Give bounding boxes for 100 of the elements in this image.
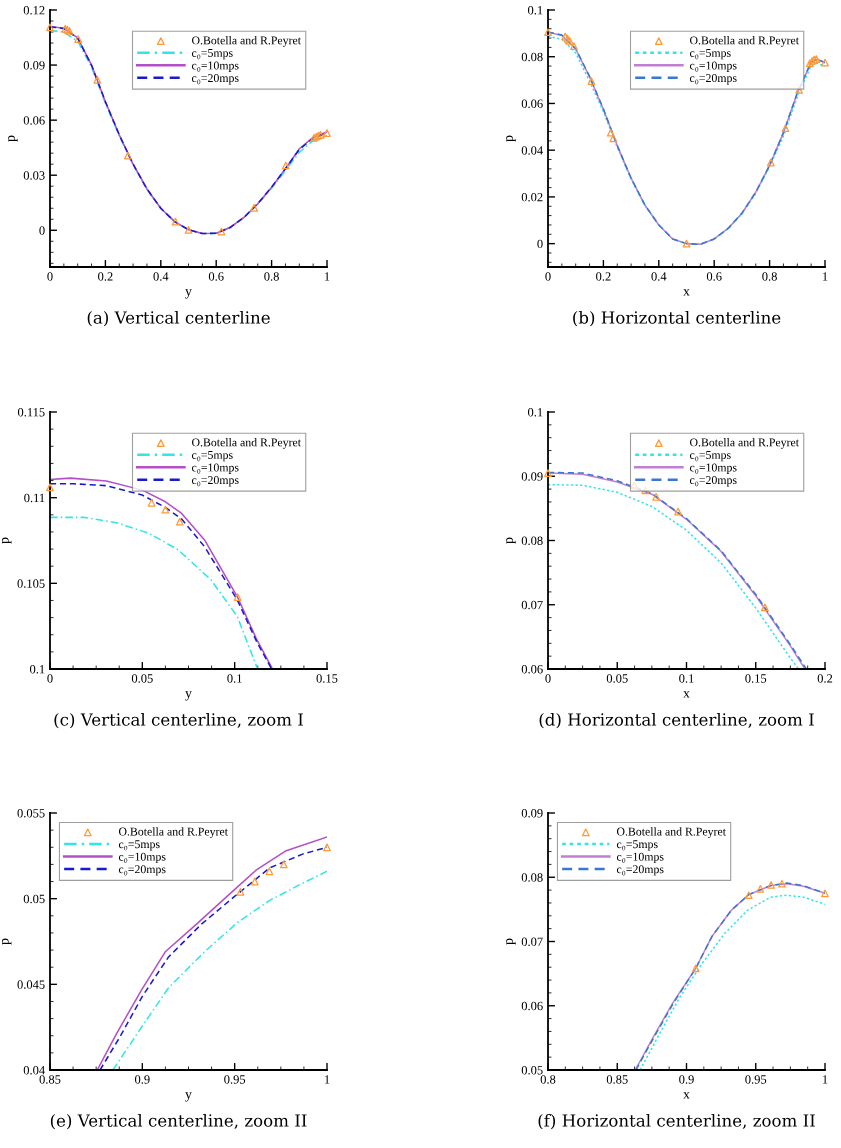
legend-label: O.Botella and R.Peyret (616, 827, 726, 838)
x-tick-label: 1 (324, 272, 330, 281)
x-tick-label: 0.05 (131, 674, 153, 683)
legend-label: O.Botella and R.Peyret (192, 438, 301, 449)
y-axis-title: p (8, 135, 18, 142)
y-tick-label: 0.06 (23, 116, 45, 125)
y-tick-label: 0.1 (527, 408, 543, 417)
legend-label: c₀=10mps (689, 61, 737, 72)
y-tick-label: 0.09 (521, 809, 543, 818)
legend-label: c₀=10mps (689, 463, 737, 474)
x-tick-label: 0.4 (651, 272, 667, 281)
x-tick-label: 0.05 (606, 674, 628, 683)
legend-label: c₀=20mps (616, 865, 664, 876)
y-tick-label: 0.06 (521, 99, 543, 108)
y-tick-label: 0.04 (521, 146, 543, 155)
y-tick-label: 0.03 (23, 171, 45, 180)
y-axis-title: p (506, 135, 516, 142)
legend-label: c₀=20mps (191, 74, 239, 85)
legend-label: c₀=5mps (191, 49, 233, 60)
x-axis-title: y (185, 289, 192, 299)
x-tick-label: 0.9 (679, 1075, 694, 1084)
x-axis-title: y (185, 1092, 192, 1102)
legend-label: c₀=10mps (191, 61, 239, 72)
legend-label: O.Botella and R.Peyret (192, 36, 301, 47)
x-tick-label: 0 (545, 272, 551, 281)
text: (e) Vertical centerline, zoom II (50, 1113, 307, 1130)
x-tick-label: 0 (47, 674, 53, 683)
text: (d) Horizontal centerline, zoom I (539, 712, 814, 729)
x-tick-label: 0.8 (540, 1075, 556, 1084)
legend-label: c₀=5mps (689, 49, 731, 60)
y-tick-label: 0.09 (23, 61, 45, 70)
x-tick-label: 0.95 (745, 1075, 767, 1084)
x-tick-label: 0.2 (596, 272, 611, 281)
legend-label: c₀=20mps (118, 865, 166, 876)
legend-label: c₀=20mps (689, 74, 737, 85)
y-tick-label: 0.06 (521, 665, 543, 674)
text: (f) Horizontal centerline, zoom II (538, 1113, 815, 1130)
text: (b) Horizontal centerline (573, 310, 781, 327)
legend-label: c₀=5mps (118, 840, 160, 851)
x-tick-label: 0.95 (224, 1075, 246, 1084)
legend-label: c₀=10mps (191, 463, 239, 474)
y-axis-title: p (1, 537, 12, 544)
y-axis-title: p (1, 938, 12, 945)
legend-label: c₀=20mps (689, 476, 737, 487)
x-tick-label: 0.85 (606, 1075, 628, 1084)
legend-label: c₀=5mps (689, 451, 731, 462)
y-axis-title: p (506, 938, 516, 945)
y-tick-label: 0.08 (521, 536, 543, 546)
y-tick-label: 0.12 (23, 6, 45, 15)
x-tick-label: 1 (324, 1075, 330, 1084)
x-tick-label: 0.4 (153, 272, 169, 281)
y-tick-label: 0.115 (17, 408, 45, 417)
x-axis-title: x (683, 1092, 690, 1099)
x-tick-label: 0.9 (135, 1075, 150, 1084)
x-tick-label: 0.1 (679, 674, 694, 683)
legend-label: c₀=10mps (616, 852, 664, 864)
x-axis-title: x (683, 289, 690, 296)
legend-label: O.Botella and R.Peyret (690, 36, 799, 47)
y-axis-title: p (506, 537, 516, 544)
y-tick-label: 0.02 (521, 192, 543, 202)
y-tick-label: 0.06 (521, 1001, 543, 1011)
y-tick-label: 0.07 (521, 600, 543, 610)
legend-label: c₀=10mps (118, 852, 166, 864)
y-tick-label: 0.055 (17, 809, 45, 818)
y-tick-label: 0.11 (24, 493, 45, 503)
x-tick-label: 1 (822, 1075, 828, 1084)
text: (a) Vertical centerline (87, 310, 270, 327)
y-tick-label: 0.05 (521, 1066, 543, 1075)
y-tick-label: 0.1 (527, 6, 543, 15)
y-tick-label: 0.04 (23, 1066, 45, 1075)
y-tick-label: 0 (537, 239, 543, 249)
x-tick-label: 0.6 (208, 272, 224, 281)
x-tick-label: 1 (822, 272, 828, 281)
legend-label: O.Botella and R.Peyret (690, 438, 799, 449)
x-tick-label: 0.15 (316, 674, 338, 683)
x-tick-label: 0 (47, 272, 53, 281)
x-tick-label: 0.15 (745, 674, 767, 683)
x-tick-label: 0.2 (817, 674, 833, 683)
x-tick-label: 0.85 (39, 1075, 61, 1084)
legend-label: c₀=5mps (191, 451, 233, 462)
y-tick-label: 0 (39, 226, 45, 235)
y-tick-label: 0.05 (23, 894, 45, 904)
y-tick-label: 0.07 (521, 937, 543, 947)
y-tick-label: 0.08 (521, 873, 543, 882)
text: (c) Vertical centerline, zoom I (54, 712, 303, 729)
y-tick-label: 0.1 (29, 665, 45, 674)
x-tick-label: 0.2 (98, 272, 113, 281)
y-tick-label: 0.09 (521, 472, 543, 481)
x-tick-label: 0.6 (706, 272, 722, 281)
x-tick-label: 0.1 (227, 674, 242, 683)
x-axis-title: x (683, 691, 690, 698)
y-tick-label: 0.08 (521, 52, 543, 62)
y-tick-label: 0.045 (17, 980, 45, 989)
x-tick-label: 0.8 (762, 272, 777, 281)
y-tick-label: 0.105 (17, 579, 45, 588)
x-axis-title: y (185, 691, 192, 701)
x-tick-label: 0.8 (264, 272, 279, 281)
legend-label: c₀=20mps (191, 476, 239, 487)
x-tick-label: 0 (545, 674, 551, 683)
legend-label: c₀=5mps (616, 840, 658, 851)
